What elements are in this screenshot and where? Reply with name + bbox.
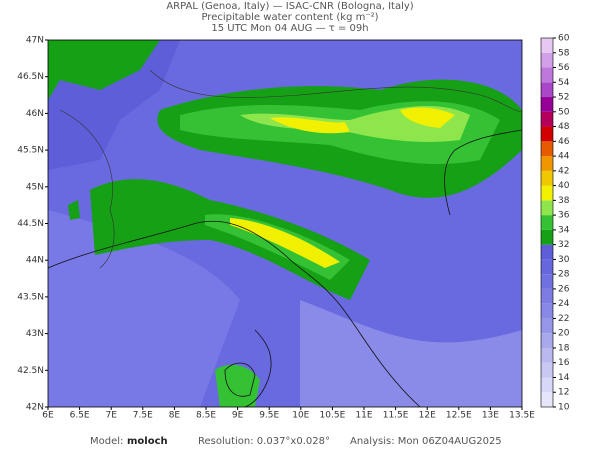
y-tick-label: 43.5N [17, 292, 44, 302]
x-tick-label: 9E [232, 411, 244, 421]
y-tick-label: 46N [26, 109, 44, 119]
y-tick-label: 43N [26, 329, 44, 339]
title-line: 15 UTC Mon 04 AUG — τ = 09h [211, 23, 368, 34]
colorbar-label: 36 [558, 211, 570, 221]
x-tick-label: 7E [105, 411, 117, 421]
colorbar-label: 40 [558, 181, 570, 191]
footer-model: moloch [127, 436, 168, 447]
colorbar-frame [540, 37, 554, 408]
colorbar-label: 28 [558, 270, 570, 280]
footer-label: Model: [90, 436, 123, 447]
colorbar-segment [541, 200, 553, 216]
x-tick-label: 6E [42, 411, 54, 421]
x-tick-label: 12E [419, 411, 436, 421]
colorbar-segment [541, 52, 553, 68]
colorbar-label: 60 [558, 34, 570, 44]
colorbar-label: 14 [558, 373, 570, 383]
colorbar-segment [541, 392, 553, 407]
colorbar-label: 48 [558, 122, 570, 132]
colorbar-label: 30 [558, 255, 570, 265]
x-tick-label: 11E [355, 411, 372, 421]
title-line: ARPAL (Genoa, Italy) — ISAC-CNR (Bologna… [166, 1, 413, 12]
colorbar-segment [541, 347, 553, 363]
title-line: Precipitable water content (kg m⁻²) [201, 12, 378, 23]
map-field [48, 40, 523, 407]
y-tick-label: 47N [26, 36, 44, 46]
x-tick-label: 8.5E [196, 411, 216, 421]
colorbar-segment [541, 318, 553, 334]
colorbar-segment [541, 244, 553, 260]
colorbar-label: 10 [558, 403, 570, 413]
colorbar-segment [541, 229, 553, 245]
colorbar-label: 44 [558, 152, 570, 162]
colorbar-segment [541, 288, 553, 304]
colorbar-segment [541, 377, 553, 393]
x-tick-label: 6.5E [70, 411, 90, 421]
colorbar-label: 26 [558, 284, 570, 294]
x-tick-label: 8E [169, 411, 181, 421]
x-tick-label: 7.5E [133, 411, 153, 421]
y-tick-label: 45.5N [17, 146, 44, 156]
footer-resolution: Resolution: 0.037°x0.028° [198, 436, 330, 447]
coastlines [47, 69, 523, 408]
colorbar-label: 20 [558, 329, 570, 339]
colorbar-label: 12 [558, 388, 569, 398]
colorbar-segment [541, 362, 553, 378]
x-tick-label: 10E [292, 411, 309, 421]
colorbar-segment [541, 141, 553, 157]
colorbar-segment [541, 156, 553, 171]
x-tick-label: 13.5E [509, 411, 535, 421]
colorbar-label: 50 [558, 107, 570, 117]
colorbar-label: 22 [558, 314, 569, 324]
colorbar-segment [541, 259, 553, 275]
colorbar-label: 16 [558, 358, 570, 368]
colorbar-label: 24 [558, 299, 570, 309]
colorbar-label: 46 [558, 137, 570, 147]
colorbar-label: 38 [558, 196, 570, 206]
colorbar-segment [541, 303, 553, 319]
colorbar-segment [541, 170, 553, 186]
y-tick-label: 42N [26, 403, 44, 413]
colorbar-label: 34 [558, 225, 570, 235]
x-tick-label: 12.5E [446, 411, 472, 421]
colorbar-segment [541, 111, 553, 127]
y-tick-label: 44N [26, 256, 44, 266]
colorbar-label: 32 [558, 240, 569, 250]
y-tick-label: 46.5N [17, 72, 44, 82]
colorbar-label: 56 [558, 63, 570, 73]
y-tick-label: 42.5N [17, 366, 44, 376]
y-tick-label: 45N [26, 182, 44, 192]
colorbar-label: 42 [558, 166, 569, 176]
x-tick-label: 10.5E [320, 411, 346, 421]
x-tick-label: 11.5E [383, 411, 409, 421]
colorbar-segment [541, 38, 553, 53]
colorbar-segment [541, 185, 553, 201]
footer-analysis: Analysis: Mon 06Z04AUG2025 [350, 436, 502, 447]
colorbar-label: 52 [558, 93, 569, 103]
colorbar-label: 18 [558, 343, 570, 353]
colorbar-segment [541, 82, 553, 98]
colorbar-segment [541, 67, 553, 83]
colorbar-segment [541, 215, 553, 230]
colorbar-label: 58 [558, 48, 570, 58]
colorbar-segment [541, 333, 553, 348]
x-tick-label: 13E [482, 411, 499, 421]
y-tick-label: 44.5N [17, 219, 44, 229]
colorbar-segment [541, 274, 553, 289]
x-tick-label: 9.5E [259, 411, 279, 421]
colorbar-segment [541, 126, 553, 142]
colorbar-segment [541, 97, 553, 112]
colorbar-label: 54 [558, 78, 570, 88]
